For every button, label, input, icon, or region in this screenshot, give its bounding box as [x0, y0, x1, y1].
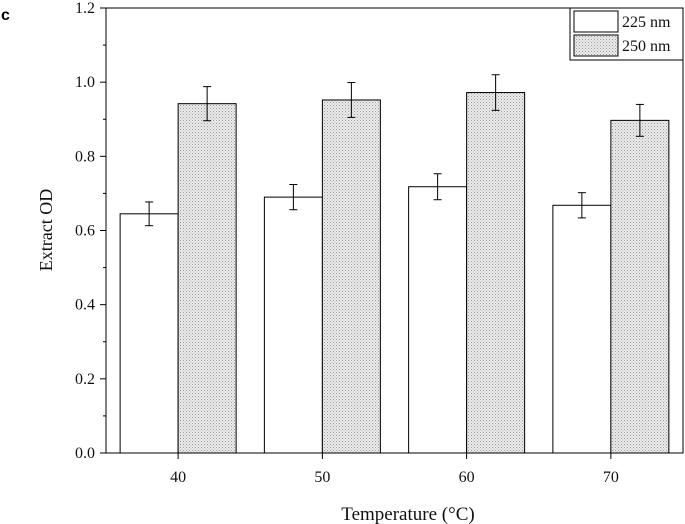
- bar-250nm-60: [466, 92, 526, 454]
- x-axis-label: Temperature (°C): [341, 504, 474, 524]
- panel-label: c: [1, 7, 10, 24]
- bar-225nm-70: [552, 204, 612, 454]
- bar-225nm-40: [119, 213, 179, 454]
- y-tick-label: 1.2: [75, 0, 95, 17]
- y-tick-label: 0.8: [75, 148, 95, 165]
- x-tick-label: 50: [314, 469, 330, 486]
- bar-250nm-70: [610, 119, 670, 454]
- x-tick-label: 60: [459, 469, 475, 486]
- plot-area: 0.0 0.2 0.4 0.6 0.8 1.0 1.2 40 50 60 70 225 nm 250 n…: [75, 0, 684, 486]
- legend-label: 250 nm: [622, 38, 671, 55]
- y-tick-label: 0.4: [75, 297, 95, 314]
- x-tick-label: 40: [170, 469, 186, 486]
- bar-225nm-50: [263, 196, 323, 454]
- y-tick-label: 0.0: [75, 445, 95, 462]
- bar-250nm-50: [321, 99, 381, 454]
- y-tick-label: 0.6: [75, 223, 95, 240]
- bar-225nm-60: [408, 186, 468, 454]
- legend-label: 225 nm: [622, 14, 671, 31]
- y-tick-label: 0.2: [75, 371, 95, 388]
- legend-swatch-250nm: [573, 34, 619, 57]
- y-tick-label: 1.0: [75, 74, 95, 91]
- y-axis-label: Extract OD: [36, 189, 56, 271]
- legend-swatch-225nm: [573, 10, 619, 33]
- x-tick-label: 70: [603, 469, 619, 486]
- bar-250nm-40: [177, 103, 237, 454]
